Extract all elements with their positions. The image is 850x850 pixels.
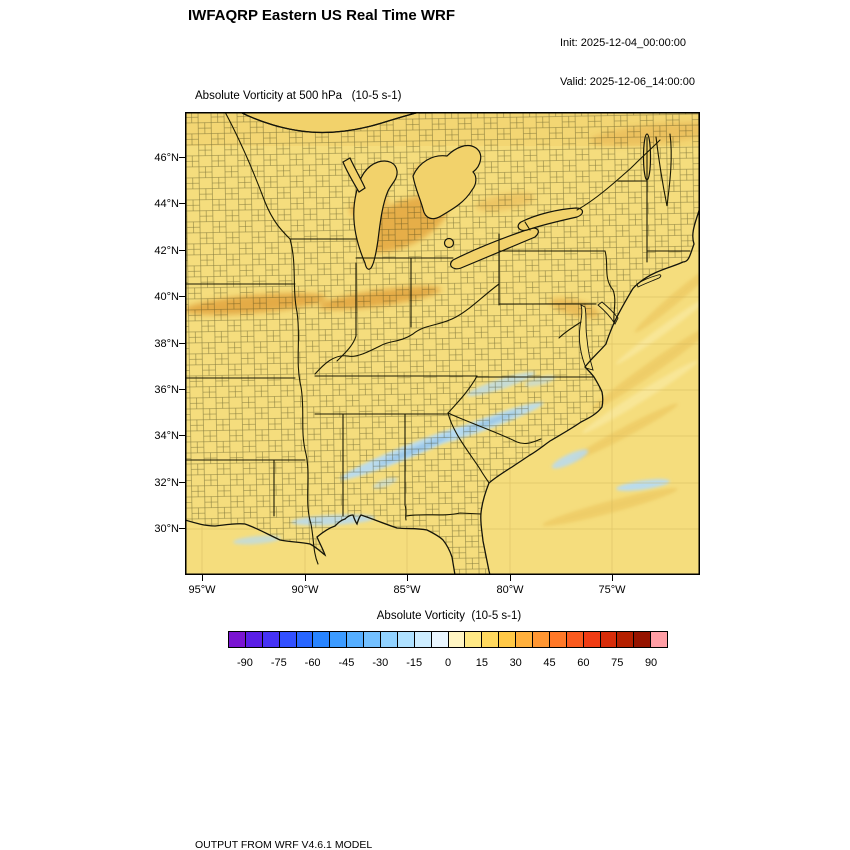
lake-ontario: [517, 207, 584, 231]
colorbar-cell: [481, 631, 500, 648]
lat-tickmark: [179, 250, 185, 252]
lat-tickmark: [179, 296, 185, 298]
lake-st-clair: [443, 237, 455, 249]
lat-tick-label: 44°N: [154, 198, 179, 210]
colorbar-cell: [380, 631, 398, 648]
colorbar-cell: [329, 631, 348, 648]
colorbar-tick-label: -75: [270, 657, 287, 669]
colorbar-tick-label: 60: [577, 657, 590, 669]
footer-block: OUTPUT FROM WRF V4.6.1 MODEL WE = 310 ; …: [195, 810, 608, 850]
lat-tickmark: [179, 435, 185, 437]
colorbar-tick-label: 30: [509, 657, 522, 669]
colorbar-cell: [599, 631, 618, 648]
timestamp-block: Init: 2025-12-04_00:00:00 Valid: 2025-12…: [560, 11, 695, 115]
colorbar-cell: [346, 631, 365, 648]
lon-tick-label: 85°W: [393, 584, 421, 596]
lat-tick-label: 46°N: [154, 152, 179, 164]
colorbar-tick-label: 45: [543, 657, 556, 669]
colorbar-cell: [413, 631, 432, 648]
colorbar-cell: [447, 631, 466, 648]
bays: [578, 274, 662, 371]
colorbar-cell: [498, 631, 517, 648]
colorbar-cell: [582, 631, 601, 648]
colorbar-tick-label: 90: [644, 657, 658, 669]
colorbar-cell: [295, 631, 314, 648]
lon-tick-label: 75°W: [598, 584, 626, 596]
lat-tickmark: [179, 203, 185, 205]
init-time: Init: 2025-12-04_00:00:00: [560, 37, 686, 49]
colorbar-cell: [261, 631, 280, 648]
lat-tick-label: 32°N: [154, 477, 179, 489]
delaware-bay: [597, 301, 619, 325]
colorbar-tick-label: 15: [475, 657, 488, 669]
lon-tick-label: 80°W: [496, 584, 524, 596]
colorbar-cell: [396, 631, 415, 648]
lat-tickmark: [179, 482, 185, 484]
lat-tick-label: 38°N: [154, 338, 179, 350]
colorbar-label: Absolute Vorticity (10-5 s-1): [376, 610, 522, 622]
colorbar-cell: [616, 631, 635, 648]
colorbar-tick-label: -60: [304, 657, 321, 669]
lat-tickmark: [179, 157, 185, 159]
colorbar-cell: [464, 631, 483, 648]
page-title: IWFAQRP Eastern US Real Time WRF: [188, 7, 456, 24]
lat-tickmark: [179, 389, 185, 391]
lake-huron: [412, 144, 482, 220]
map-frame: [185, 112, 700, 575]
colorbar-cell: [312, 631, 331, 648]
lat-tick-label: 40°N: [154, 291, 179, 303]
lon-tick-label: 95°W: [188, 584, 216, 596]
lat-tick-label: 36°N: [154, 384, 179, 396]
valid-time: Valid: 2025-12-06_14:00:00: [560, 76, 695, 88]
state-borders: [184, 111, 691, 565]
lon-tickmark: [612, 575, 614, 581]
lon-tick-label: 90°W: [291, 584, 319, 596]
colorbar-cell: [244, 631, 263, 648]
colorbar-cell: [650, 631, 669, 648]
colorbar-tick-label: -30: [372, 657, 389, 669]
map-panel: [183, 111, 720, 576]
colorbar-cell: [565, 631, 584, 648]
colorbar-cell: [532, 631, 550, 648]
field-title: Absolute Vorticity at 500 hPa (10-5 s-1): [195, 90, 402, 102]
lon-tickmark: [510, 575, 512, 581]
footer-model-line: OUTPUT FROM WRF V4.6.1 MODEL: [195, 839, 373, 850]
colorbar-ticks: -90 -75 -60 -45 -30 -15 0 15 30 45 60 75 90: [228, 657, 668, 673]
chesapeake-bay: [578, 304, 594, 371]
lat-tickmark: [179, 343, 185, 345]
colorbar-tick-label: -45: [338, 657, 355, 669]
lat-tick-label: 42°N: [154, 245, 179, 257]
colorbar-cell: [633, 631, 652, 648]
colorbar-cell: [228, 631, 246, 648]
lon-tickmark: [202, 575, 204, 581]
lat-tick-label: 34°N: [154, 430, 179, 442]
colorbar-cell: [515, 631, 534, 648]
colorbar-tick-label: -90: [236, 657, 253, 669]
lon-tickmark: [407, 575, 409, 581]
lat-tick-label: 30°N: [154, 523, 179, 535]
vorticity-map-svg: [183, 111, 720, 576]
colorbar-tick-label: 75: [611, 657, 624, 669]
colorbar-cell: [278, 631, 297, 648]
colorbar-cell: [548, 631, 567, 648]
lon-tickmark: [305, 575, 307, 581]
colorbar-tick-label: -15: [406, 657, 423, 669]
colorbar-cell: [363, 631, 382, 648]
colorbar-tick-label: 0: [444, 657, 452, 669]
long-island: [636, 274, 662, 288]
lat-tickmark: [179, 528, 185, 530]
colorbar: [228, 631, 669, 648]
great-lakes: [239, 111, 652, 270]
colorbar-cell: [430, 631, 449, 648]
green-bay: [342, 157, 366, 193]
